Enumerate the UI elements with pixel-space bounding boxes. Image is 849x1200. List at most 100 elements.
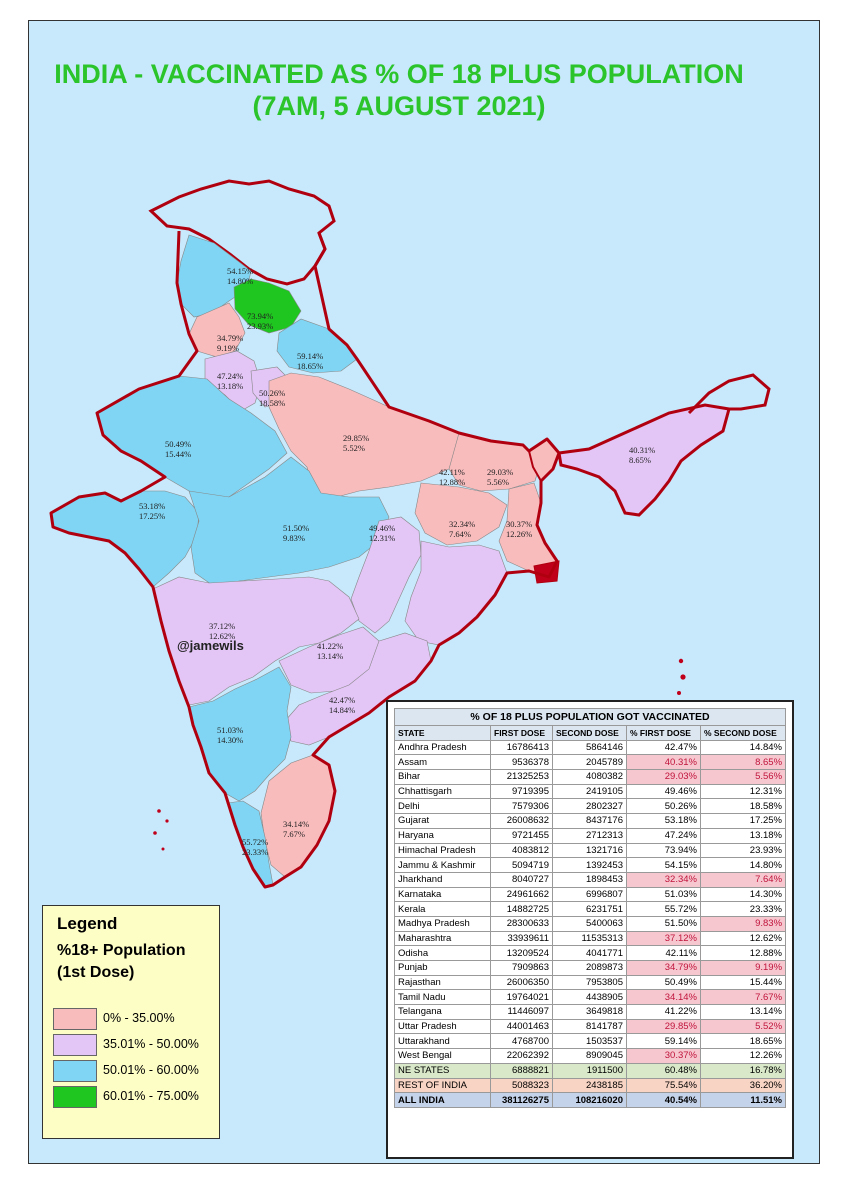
value-cell: 13.14% [699,1004,787,1020]
table-row: Haryana 9721455 2712313 47.24% 13.18% [394,827,787,844]
value-cell: 108216020 [552,1092,627,1108]
value-cell: 14882725 [490,901,553,917]
value-cell: 2438185 [552,1077,627,1094]
table-row: Odisha 13209524 4041771 42.11% 12.88% [394,945,787,961]
legend-item: 60.01% - 75.00% [53,1086,218,1108]
region-gujarat [50,490,200,588]
legend-swatch [53,1008,97,1030]
state-first-dose-label: 29.03% [487,467,513,477]
table-row: ALL INDIA 381126275 108216020 40.54% 11.51% [394,1092,787,1108]
table-row: Kerala 14882725 6231751 55.72% 23.33% [394,901,787,917]
table-row: Uttar Pradesh 44001463 8141787 29.85% 5.52% [394,1018,787,1035]
state-name-cell: Bihar [394,769,491,785]
state-name-cell: Gujarat [394,813,491,829]
state-second-dose-label: 13.18% [217,381,243,391]
table-row: Gujarat 26008632 8437176 53.18% 17.25% [394,813,787,829]
value-cell: 50.49% [626,974,701,991]
state-second-dose-label: 18.65% [297,361,323,371]
value-cell: 2419105 [552,783,627,800]
table-row: Jharkhand 8040727 1898453 32.34% 7.64% [394,871,787,888]
state-name-cell: Kerala [394,901,491,917]
state-name-cell: Haryana [394,827,491,844]
state-name-cell: Andhra Pradesh [394,739,491,756]
value-cell: 8040727 [490,871,553,888]
state-first-dose-label: 42.47% [329,695,355,705]
value-cell: 13209524 [490,945,553,961]
value-cell: 41.22% [626,1004,701,1020]
value-cell: 59.14% [626,1033,701,1050]
region-tamil-nadu [260,754,336,878]
value-cell: 16.78% [699,1062,787,1079]
state-labels-group: 54.15%14.80% 73.94%23.93% 34.79%9.19% 59.14… [139,266,655,857]
state-first-dose-label: 54.15% [227,266,253,276]
table-row: Andhra Pradesh 16786413 5864146 42.47% 14.84… [394,739,787,756]
state-second-dose-label: 14.80% [227,276,253,286]
value-cell: 12.26% [699,1048,787,1064]
value-cell: 8.65% [699,754,787,771]
state-name-cell: Uttar Pradesh [394,1018,491,1035]
table-row: Maharashtra 33939611 11535313 37.12% 12.62% [394,930,787,947]
table-row: Punjab 7909863 2089873 34.79% 9.19% [394,960,787,976]
value-cell: 7.64% [699,871,787,888]
value-cell: 26006350 [490,974,553,991]
legend-item: 0% - 35.00% [53,1008,218,1030]
legend-title: Legend [57,914,118,933]
table-title: % OF 18 PLUS POPULATION GOT VACCINATED [393,708,787,726]
value-cell: 9536378 [490,754,553,771]
value-cell: 34.79% [626,960,701,976]
state-second-dose-label: 7.67% [283,829,305,839]
value-cell: 75.54% [626,1077,701,1094]
region-chhattisgarh [350,516,422,634]
state-second-dose-label: 5.56% [487,477,509,487]
value-cell: 5864146 [552,739,627,756]
value-cell: 47.24% [626,827,701,844]
value-cell: 9.19% [699,960,787,976]
legend-item: 50.01% - 60.00% [53,1060,218,1082]
value-cell: 2045789 [552,754,627,771]
value-cell: 6231751 [552,901,627,917]
value-cell: 2802327 [552,798,627,815]
value-cell: 4768700 [490,1033,553,1050]
table-row: REST OF INDIA 5088323 2438185 75.54% 36.20% [394,1077,787,1094]
value-cell: 23.33% [699,901,787,917]
value-cell: 4083812 [490,842,553,859]
state-second-dose-label: 12.26% [506,529,532,539]
state-name-cell: Odisha [394,945,491,961]
value-cell: 5.52% [699,1018,787,1035]
state-first-dose-label: 50.26% [259,388,285,398]
value-cell: 17.25% [699,813,787,829]
state-second-dose-label: 14.30% [217,735,243,745]
table-row: Rajasthan 26006350 7953805 50.49% 15.44% [394,974,787,991]
value-cell: 24961662 [490,886,553,903]
lakshadweep-islands [153,809,169,851]
table-body: Andhra Pradesh 16786413 5864146 42.47% 14.84… [394,739,787,1108]
state-name-cell: Himachal Pradesh [394,842,491,859]
vaccination-table-box: % OF 18 PLUS POPULATION GOT VACCINATED S… [386,700,794,1159]
state-name-cell: Jammu & Kashmir [394,857,491,873]
value-cell: 9719395 [490,783,553,800]
table-row: Jammu & Kashmir 5094719 1392453 54.15% 14.80… [394,857,787,873]
value-cell: 1911500 [552,1062,627,1079]
value-cell: 9.83% [699,915,787,932]
table-row: Himachal Pradesh 4083812 1321716 73.94% 23.9… [394,842,787,859]
table-header-cell: FIRST DOSE [490,725,553,741]
state-second-dose-label: 23.93% [247,321,273,331]
legend-label: 50.01% - 60.00% [103,1063,199,1077]
legend-swatch [53,1086,97,1108]
state-first-dose-label: 40.31% [629,445,655,455]
national-border [49,230,561,889]
state-second-dose-label: 7.64% [449,529,471,539]
legend-subtitle: %18+ Population [57,942,186,959]
value-cell: 73.94% [626,842,701,859]
value-cell: 55.72% [626,901,701,917]
table-header-cell: STATE [394,725,491,741]
state-second-dose-label: 12.31% [369,533,395,543]
value-cell: 4041771 [552,945,627,961]
value-cell: 54.15% [626,857,701,873]
legend-subtitle-dose: (1st Dose) [57,964,135,981]
value-cell: 21325253 [490,769,553,785]
state-name-cell: Maharashtra [394,930,491,947]
value-cell: 11535313 [552,930,627,947]
state-second-dose-label: 12.88% [439,477,465,487]
region-jharkhand [414,482,508,546]
